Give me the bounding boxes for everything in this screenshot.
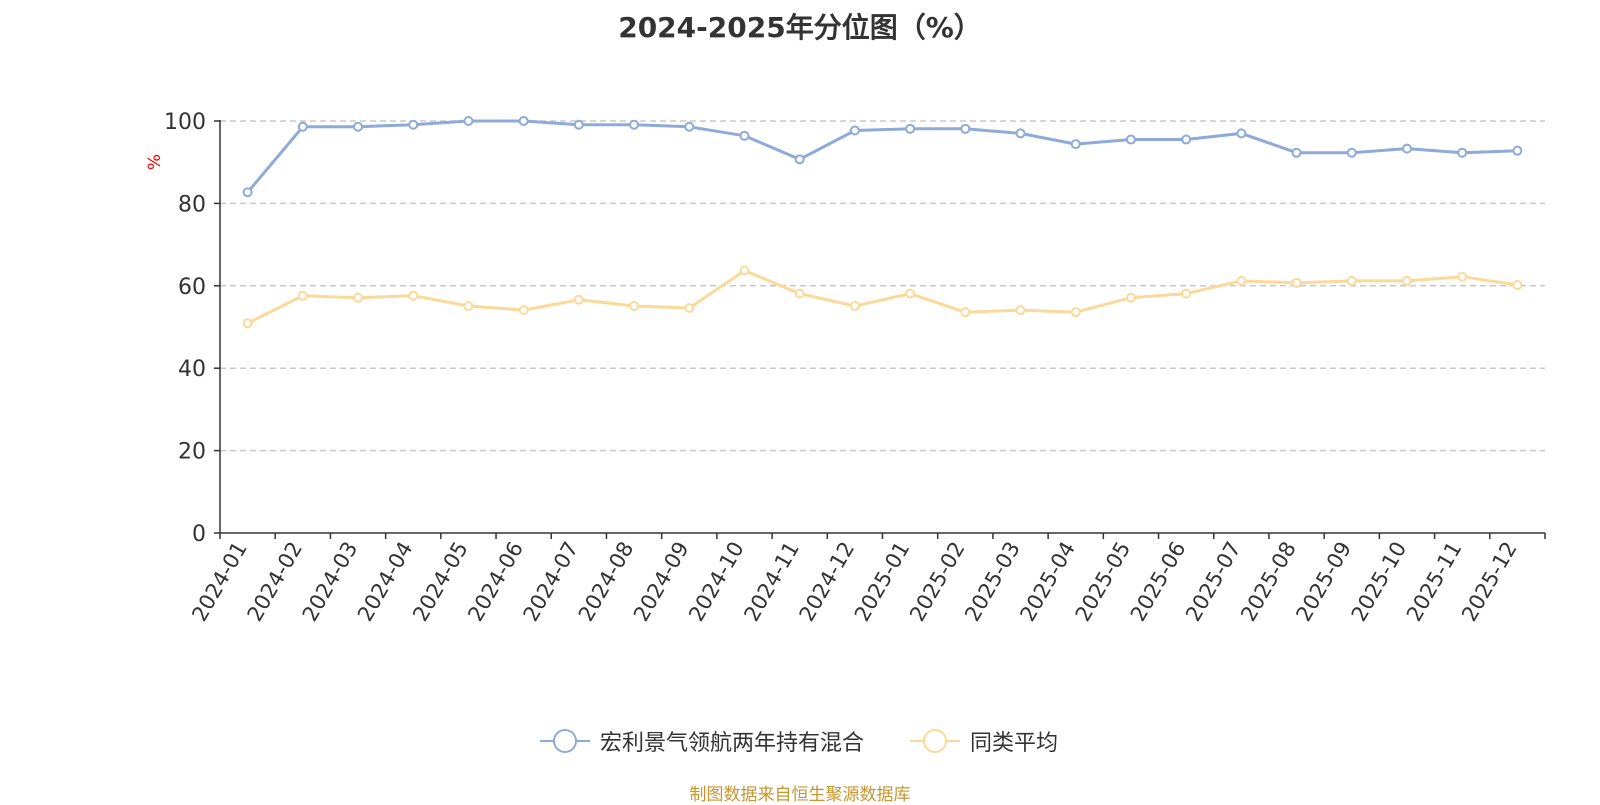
data-point-1	[1457, 271, 1468, 282]
data-point-0	[1512, 145, 1523, 156]
legend-label-peer-average: 同类平均	[970, 731, 1059, 756]
legend-item-peer-average[interactable]: 同类平均	[910, 726, 1058, 756]
y-tick-label: 20	[178, 440, 206, 465]
data-point-0	[573, 119, 584, 130]
data-point-0	[629, 119, 640, 130]
data-point-0	[1070, 139, 1081, 150]
data-point-1	[905, 288, 916, 299]
data-point-0	[242, 187, 253, 198]
data-point-0	[1015, 128, 1026, 139]
data-point-0	[353, 121, 364, 132]
data-point-0	[849, 125, 860, 136]
data-point-0	[739, 130, 750, 141]
data-point-1	[1346, 275, 1357, 286]
data-point-1	[629, 300, 640, 311]
data-point-1	[739, 265, 750, 276]
data-point-0	[463, 116, 474, 126]
data-point-1	[794, 288, 805, 299]
data-point-1	[353, 292, 364, 303]
source-note: 制图数据来自恒生聚源数据库	[689, 785, 911, 805]
data-point-1	[1125, 292, 1136, 303]
data-point-1	[1236, 275, 1247, 286]
data-point-0	[684, 121, 695, 132]
data-point-0	[960, 123, 971, 134]
legend-marker-fund	[540, 729, 590, 753]
y-tick-label: 60	[178, 275, 206, 300]
data-point-0	[905, 123, 916, 134]
data-point-0	[1457, 147, 1468, 158]
data-point-1	[849, 300, 860, 311]
data-point-1	[1070, 307, 1081, 318]
data-point-1	[463, 300, 474, 311]
legend-item-fund[interactable]: 宏利景气领航两年持有混合	[540, 726, 864, 756]
data-point-1	[1512, 279, 1523, 290]
data-point-0	[1291, 147, 1302, 158]
series-line-0	[246, 119, 1518, 194]
data-point-1	[408, 290, 419, 301]
data-point-1	[573, 294, 584, 305]
data-point-1	[297, 290, 308, 301]
y-tick-label: 100	[164, 110, 206, 135]
data-point-0	[1346, 147, 1357, 158]
data-point-1	[242, 318, 253, 329]
y-tick-label: 80	[178, 192, 206, 217]
data-point-1	[1291, 277, 1302, 288]
data-point-1	[1015, 305, 1026, 316]
data-point-1	[1181, 288, 1192, 299]
series-line-1	[246, 269, 1518, 325]
data-point-0	[297, 121, 308, 132]
data-point-0	[408, 119, 419, 130]
data-point-0	[1125, 134, 1136, 145]
data-point-0	[1236, 128, 1247, 139]
legend-label-fund: 宏利景气领航两年持有混合	[600, 731, 865, 756]
x-tick-label: 2025-12	[1457, 538, 1522, 626]
y-tick-label: 40	[178, 357, 206, 382]
chart-title: 2024-2025年分位图（%）	[618, 11, 982, 44]
data-point-0	[1401, 143, 1412, 154]
data-point-1	[684, 303, 695, 314]
legend-marker-peer-average	[910, 729, 960, 753]
data-point-1	[1401, 275, 1412, 286]
data-point-1	[518, 305, 529, 316]
data-point-0	[1181, 134, 1192, 145]
data-point-1	[960, 307, 971, 318]
data-point-0	[794, 154, 805, 165]
y-tick-label: 0	[192, 522, 206, 547]
data-point-0	[518, 116, 529, 126]
y-axis-label: %	[145, 154, 165, 170]
